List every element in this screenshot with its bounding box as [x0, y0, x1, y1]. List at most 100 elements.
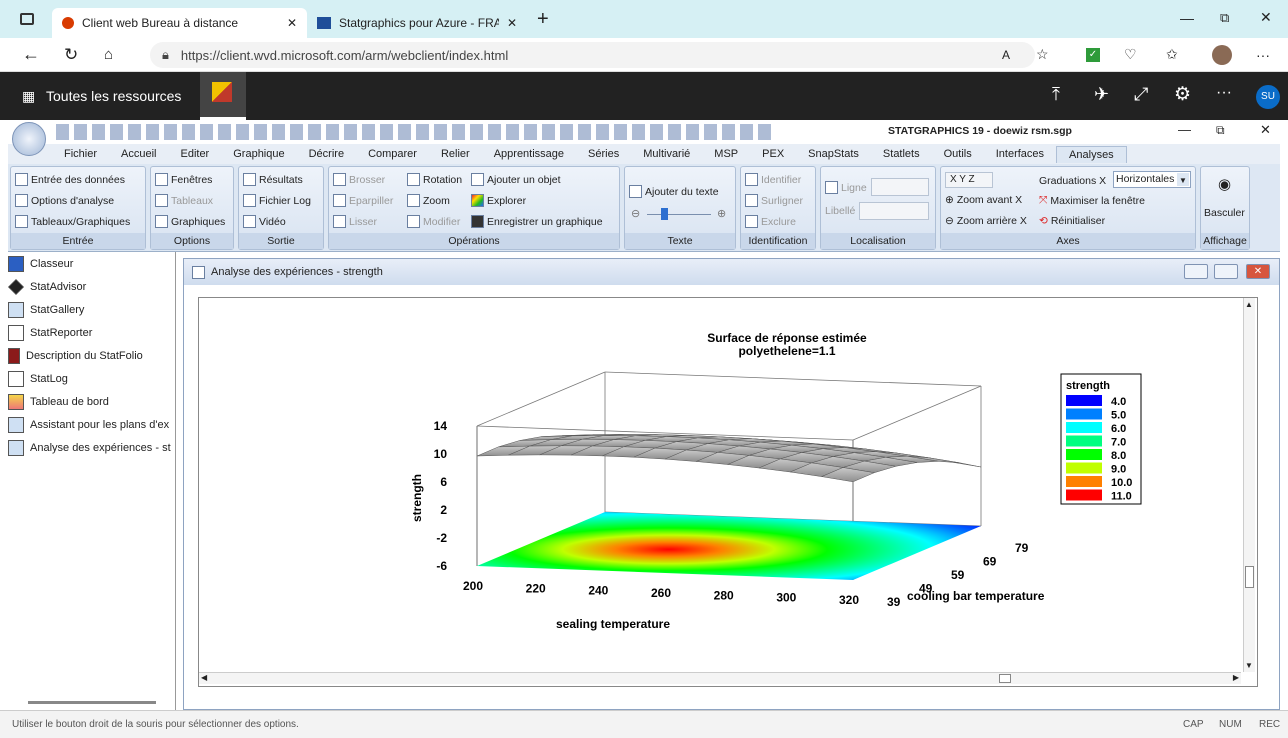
tab-outils[interactable]: Outils [943, 148, 972, 160]
line-field[interactable] [871, 178, 929, 196]
eye-icon[interactable]: ◉ [1218, 176, 1232, 193]
session-app-icon[interactable] [200, 72, 246, 120]
tab-msp[interactable]: MSP [714, 148, 739, 160]
data-entry-button[interactable]: Entrée des données [15, 173, 125, 186]
scroll-thumb[interactable] [1245, 566, 1254, 588]
horizontal-scrollbar[interactable]: ◀ ▶ [199, 672, 1241, 684]
maximize-window-button[interactable]: ⤧ Maximiser la fenêtre [1039, 194, 1145, 207]
slider-thumb[interactable] [661, 208, 668, 220]
settings-icon[interactable]: ⚙ [1174, 84, 1192, 105]
app-orb-icon[interactable] [12, 122, 46, 156]
log-file-button[interactable]: Fichier Log [243, 194, 311, 207]
upload-icon[interactable]: ⤒ [1052, 84, 1060, 104]
tab-apprentissage[interactable]: Apprentissage [493, 148, 565, 160]
plus-icon[interactable]: ⊕ [717, 208, 727, 220]
tab-statgraphics[interactable]: Statgraphics pour Azure - FRAN ✕ [307, 8, 527, 38]
spread-button[interactable]: Eparpiller [333, 194, 393, 207]
scroll-right-icon[interactable]: ▶ [1232, 673, 1239, 682]
zoom-in-x-button[interactable]: ⊕ Zoom avant X [945, 194, 1022, 206]
browser-essentials-icon[interactable]: ♡ [1124, 46, 1137, 62]
sidebar-item-statadvisor[interactable]: StatAdvisor [8, 277, 176, 297]
close-icon[interactable]: ✕ [1260, 122, 1271, 137]
tab-multivarie[interactable]: Multivarié [643, 148, 691, 160]
sidebar-item-doe-wizard[interactable]: Assistant pour les plans d'ex [8, 415, 176, 435]
window-maximize-button[interactable] [1214, 264, 1238, 279]
brush-button[interactable]: Brosser [333, 173, 385, 186]
pin-icon[interactable]: ✈ [1094, 84, 1110, 104]
profile-avatar[interactable] [1212, 44, 1232, 65]
restore-icon[interactable]: ⧉ [1220, 10, 1230, 25]
user-avatar[interactable]: SU [1256, 85, 1280, 109]
close-icon[interactable]: ✕ [286, 16, 297, 30]
tab-snapstats[interactable]: SnapStats [808, 148, 859, 160]
toggle-button[interactable]: Basculer [1204, 207, 1245, 219]
rotation-button[interactable]: Rotation [407, 173, 462, 186]
windows-button[interactable]: Fenêtres [155, 173, 212, 186]
tab-accueil[interactable]: Accueil [121, 148, 157, 160]
more-icon[interactable]: ··· [1256, 46, 1270, 63]
scroll-thumb[interactable] [999, 674, 1011, 683]
sidebar-item-statreporter[interactable]: StatReporter [8, 323, 176, 343]
tab-fichier[interactable]: Fichier [64, 148, 98, 160]
smooth-button[interactable]: Lisser [333, 215, 377, 228]
tab-actions-icon[interactable] [20, 13, 34, 25]
extension-check-icon[interactable]: ✓ [1086, 47, 1100, 62]
tab-editer[interactable]: Editer [180, 148, 210, 160]
sidebar-scrollbar[interactable] [28, 701, 156, 704]
tables-button[interactable]: Tableaux [155, 194, 213, 207]
xyz-selector[interactable]: X Y Z [945, 172, 993, 188]
sidebar-item-dashboard[interactable]: Tableau de bord [8, 392, 176, 412]
explore-button[interactable]: Explorer [471, 194, 526, 207]
tab-interfaces[interactable]: Interfaces [995, 148, 1045, 160]
zoom-out-x-button[interactable]: ⊖ Zoom arrière X [945, 215, 1027, 227]
url-field[interactable]: 🔒︎ https://client.wvd.microsoft.com/arm/… [150, 42, 1035, 68]
favorites-icon[interactable]: ✩ [1166, 46, 1178, 62]
analysis-options-button[interactable]: Options d'analyse [15, 194, 114, 207]
back-icon[interactable]: ← [22, 44, 40, 64]
quick-access-toolbar[interactable] [56, 124, 776, 140]
window-minimize-button[interactable] [1184, 264, 1208, 279]
new-tab-icon[interactable]: + [537, 7, 549, 30]
tab-statlets[interactable]: Statlets [882, 148, 920, 160]
minimize-icon[interactable]: — [1180, 10, 1194, 26]
tab-analyses[interactable]: Analyses [1056, 145, 1127, 163]
exclude-button[interactable]: Exclure [745, 215, 796, 228]
minimize-icon[interactable]: — [1178, 122, 1191, 137]
vertical-scrollbar[interactable]: ▲ ▼ [1243, 298, 1255, 672]
sidebar-item-statlog[interactable]: StatLog [8, 369, 176, 389]
all-resources-link[interactable]: Toutes les ressources [46, 88, 182, 104]
read-aloud-icon[interactable]: A [1002, 47, 1011, 62]
minus-icon[interactable]: ⊖ [631, 208, 641, 220]
tab-remote-desktop[interactable]: Client web Bureau à distance ✕ [52, 8, 307, 38]
close-icon[interactable]: ✕ [506, 16, 517, 30]
tables-graphs-button[interactable]: Tableaux/Graphiques [15, 215, 130, 228]
sidebar-item-classeur[interactable]: Classeur [8, 254, 176, 274]
home-icon[interactable]: ⌂ [104, 46, 114, 63]
grid-icon[interactable]: ▦ [22, 88, 36, 104]
scroll-left-icon[interactable]: ◀ [201, 673, 208, 682]
identify-button[interactable]: Identifier [745, 173, 801, 186]
scroll-up-icon[interactable]: ▲ [1245, 300, 1253, 309]
sidebar-item-statgallery[interactable]: StatGallery [8, 300, 176, 320]
highlight-button[interactable]: Surligner [745, 194, 803, 207]
scroll-down-icon[interactable]: ▼ [1245, 661, 1253, 670]
favorites-add-icon[interactable]: ☆ [1036, 46, 1049, 62]
add-text-button[interactable]: Ajouter du texte [629, 185, 719, 198]
tab-pex[interactable]: PEX [762, 148, 785, 160]
response-surface-chart[interactable]: Surface de réponse estimée polyethelene=… [199, 298, 1257, 686]
close-window-icon[interactable]: ✕ [1260, 9, 1272, 25]
refresh-icon[interactable]: ↻ [64, 44, 79, 64]
tab-comparer[interactable]: Comparer [368, 148, 417, 160]
more-icon[interactable]: ··· [1216, 84, 1232, 101]
results-button[interactable]: Résultats [243, 173, 303, 186]
label-field[interactable] [859, 202, 929, 220]
zoom-button[interactable]: Zoom [407, 194, 450, 207]
window-close-button[interactable]: ✕ [1246, 264, 1270, 279]
sidebar-item-description[interactable]: Description du StatFolio [8, 346, 176, 366]
restore-icon[interactable]: ⧉ [1216, 123, 1225, 137]
reset-button[interactable]: ⟲ Réinitialiser [1039, 215, 1105, 227]
save-graph-button[interactable]: Enregistrer un graphique [471, 215, 603, 228]
tab-graphique[interactable]: Graphique [233, 148, 285, 160]
fullscreen-icon[interactable]: ⤢ [1134, 84, 1149, 104]
modify-button[interactable]: Modifier [407, 215, 460, 228]
